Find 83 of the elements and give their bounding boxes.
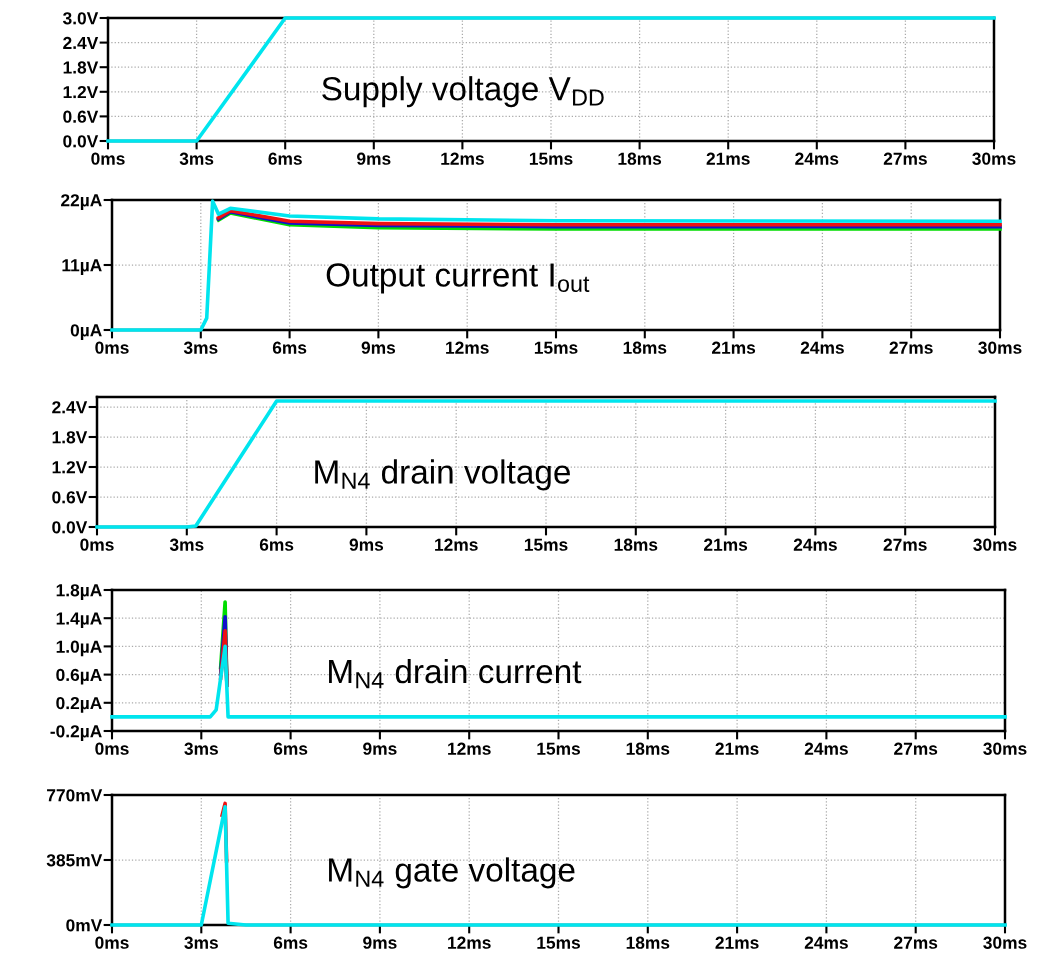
y-tick-label: 0.6V <box>52 491 88 504</box>
y-tick-label: 1.8µA <box>56 584 102 600</box>
x-tick-label: 30ms <box>983 742 1027 755</box>
x-tick-label: 21ms <box>704 538 748 551</box>
x-tick-label: 0ms <box>80 538 114 551</box>
x-tick-label: 9ms <box>357 152 391 165</box>
y-tick-label: 0.6µA <box>56 668 102 685</box>
x-tick-label: 6ms <box>273 936 308 949</box>
y-tick-label: 385mV <box>46 854 103 867</box>
x-tick-label: 30ms <box>973 538 1017 551</box>
x-tick-label: 3ms <box>183 341 218 354</box>
x-tick-label: 3ms <box>179 152 214 165</box>
y-tick-label: 770mV <box>47 789 103 802</box>
x-tick-label: 9ms <box>349 538 384 551</box>
x-tick-label: 27ms <box>883 538 927 551</box>
x-tick-label: 18ms <box>626 742 670 755</box>
y-tick-label: 2.4V <box>63 36 99 49</box>
x-tick-label: 12ms <box>448 742 491 755</box>
x-tick-label: 0ms <box>91 152 125 165</box>
x-tick-label: 18ms <box>618 152 662 165</box>
y-tick-label: 0.0V <box>63 135 99 148</box>
x-tick-label: 18ms <box>623 341 667 354</box>
x-tick-label: 3ms <box>184 742 218 755</box>
x-tick-label: 15ms <box>524 538 568 551</box>
y-tick-label: 0.6V <box>63 110 99 123</box>
y-tick-label: 1.8V <box>63 61 99 74</box>
x-tick-label: 6ms <box>273 742 308 755</box>
y-tick-label: 1.0µA <box>56 640 102 657</box>
x-tick-label: 27ms <box>894 742 938 755</box>
y-tick-label: 22µA <box>61 194 102 210</box>
x-tick-label: 24ms <box>804 742 848 755</box>
x-tick-label: 12ms <box>446 341 489 354</box>
x-tick-label: 6ms <box>268 152 302 165</box>
x-tick-label: 27ms <box>889 341 933 354</box>
text: Supply voltage V$_{DD}$ <box>322 76 604 108</box>
x-tick-label: 21ms <box>715 742 759 755</box>
text: M$_{N4}$ drain voltage <box>315 459 570 491</box>
x-tick-label: 30ms <box>983 936 1027 949</box>
y-tick-label: 1.8V <box>52 431 88 444</box>
x-tick-label: 9ms <box>363 936 397 949</box>
x-tick-label: 27ms <box>883 152 927 165</box>
x-tick-label: 3ms <box>169 538 204 551</box>
x-tick-label: 9ms <box>363 742 397 755</box>
x-tick-label: 18ms <box>614 538 658 551</box>
x-tick-label: 12ms <box>448 936 491 949</box>
x-tick-label: 21ms <box>715 936 759 949</box>
x-tick-label: 0ms <box>95 341 129 354</box>
x-tick-label: 15ms <box>537 936 580 949</box>
text: Output current I$_{out}$ <box>326 263 590 294</box>
y-tick-label: 0.2µA <box>56 696 102 713</box>
x-tick-label: 18ms <box>626 936 670 949</box>
y-tick-label: 0µA <box>70 324 102 340</box>
x-tick-label: 0ms <box>95 742 129 755</box>
y-tick-label: 2.4V <box>52 401 88 414</box>
x-tick-label: 9ms <box>361 341 396 354</box>
y-tick-label: 1.2V <box>63 85 99 99</box>
x-tick-label: 12ms <box>441 152 484 165</box>
y-tick-label: 0mV <box>66 919 103 932</box>
x-tick-label: 21ms <box>712 341 756 354</box>
x-tick-label: 21ms <box>706 152 750 165</box>
text: M$_{N4}$ gate voltage <box>329 857 575 889</box>
x-tick-label: 30ms <box>978 341 1022 354</box>
x-tick-label: 15ms <box>537 742 580 755</box>
y-tick-label: 1.2V <box>52 461 88 474</box>
x-tick-label: 6ms <box>259 538 294 551</box>
x-tick-label: 15ms <box>529 152 573 165</box>
y-tick-label: 1.4µA <box>56 612 102 629</box>
x-tick-label: 24ms <box>804 936 848 949</box>
x-tick-label: 3ms <box>184 936 218 949</box>
x-tick-label: 0ms <box>95 936 129 949</box>
y-tick-label: 11µA <box>62 259 102 275</box>
y-tick-label: 0.0V <box>52 521 88 534</box>
x-tick-label: 27ms <box>894 936 938 949</box>
x-tick-label: 24ms <box>795 152 839 165</box>
x-tick-label: 30ms <box>972 152 1016 165</box>
text: M$_{N4}$ drain current <box>329 658 582 689</box>
x-tick-label: 15ms <box>534 341 578 354</box>
x-tick-label: 6ms <box>272 341 307 354</box>
y-tick-label: -0.2µA <box>50 725 102 741</box>
y-tick-label: 3.0V <box>62 12 99 25</box>
x-tick-label: 12ms <box>435 538 478 551</box>
x-tick-label: 24ms <box>793 538 837 551</box>
x-tick-label: 24ms <box>800 341 844 354</box>
